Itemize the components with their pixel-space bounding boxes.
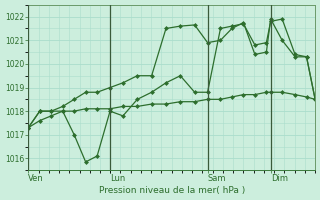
X-axis label: Pression niveau de la mer( hPa ): Pression niveau de la mer( hPa ) [99, 186, 245, 195]
